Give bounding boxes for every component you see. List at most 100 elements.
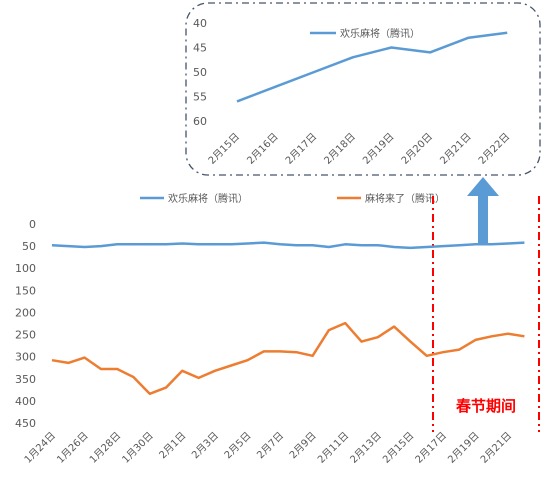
inset-series-point-7 [506,32,509,35]
series-2-point-17 [328,329,331,332]
series-1-point-17 [328,246,331,249]
series-2-point-21 [393,325,396,328]
inset-y-tick-label-3: 55 [193,91,207,104]
series-2-point-8 [181,370,184,373]
inset-x-tick-label-0: 2月15日 [206,131,242,167]
x-tick-label-5: 2月3日 [189,430,221,462]
series-2-point-25 [458,348,461,351]
series-2-point-11 [230,364,233,367]
spring-festival-bracket [432,196,540,432]
series-1-point-15 [295,244,298,247]
series-2-point-24 [442,351,445,354]
series-2-point-19 [360,340,363,343]
series-2-point-28 [507,332,510,335]
main-legend: 欢乐麻将（腾讯） 麻将来了（腾讯） [140,192,445,205]
inset-y-tick-label-2: 50 [193,66,207,79]
x-tick-label-11: 2月15日 [380,430,416,466]
series-1-point-29 [523,241,526,244]
series-2-point-10 [214,370,217,373]
inset-series-point-1 [274,85,277,88]
series-2-point-26 [474,339,477,342]
series-2-point-6 [148,393,151,396]
series-1-point-11 [230,243,233,246]
series-1-point-16 [311,244,314,247]
y-tick-label-0: 0 [29,218,36,231]
x-tick-label-9: 2月11日 [315,430,351,466]
series-1-point-28 [507,242,510,245]
series-2-point-5 [132,376,135,379]
y-tick-label-7: 350 [15,373,36,386]
inset-x-tick-label-4: 2月19日 [360,131,396,167]
series-2-point-7 [165,386,168,389]
series-1-point-13 [262,241,265,244]
inset-x-tick-label-5: 2月20日 [399,131,435,167]
series-2-point-20 [377,336,380,339]
series-1-point-6 [148,243,151,246]
series-1-point-22 [409,247,412,250]
x-tick-label-7: 2月7日 [255,430,287,462]
y-tick-label-8: 400 [15,395,36,408]
series-2-point-27 [491,335,494,338]
series-1-point-26 [474,243,477,246]
series-1-point-27 [491,243,494,246]
x-tick-label-4: 2月1日 [157,430,189,462]
series-2-point-18 [344,322,347,325]
series-line-1 [51,241,525,250]
inset-x-tick-label-3: 2月18日 [322,131,358,167]
x-tick-label-8: 2月9日 [287,430,319,462]
series-2-point-15 [295,351,298,354]
inset-y-tick-label-0: 40 [193,17,207,30]
series-1-point-20 [377,244,380,247]
series-2-point-22 [409,340,412,343]
inset-series-point-6 [467,36,470,39]
inset-x-tick-label-1: 2月16日 [245,131,281,167]
legend-label-2: 麻将来了（腾讯） [365,192,445,205]
x-tick-label-0: 1月24日 [22,430,58,466]
inset-series-point-5 [429,51,432,54]
series-2-point-13 [262,350,265,353]
series-1-point-19 [360,244,363,247]
series-1-point-21 [393,246,396,249]
series-1-point-10 [214,243,217,246]
series-1-point-2 [83,246,86,249]
y-tick-label-9: 450 [15,417,36,430]
inset-x-tick-label-2: 2月17日 [283,131,319,167]
series-2-point-16 [311,354,314,357]
inset-legend: 欢乐麻将（腾讯） [310,27,420,40]
inset-y-tick-label-4: 60 [193,115,207,128]
series-1-point-0 [51,244,54,247]
series-2-point-3 [100,368,103,371]
y-tick-label-4: 200 [15,306,36,319]
y-tick-label-6: 300 [15,351,36,364]
series-1-point-24 [442,245,445,248]
series-1-point-14 [279,243,282,246]
series-1-point-18 [344,243,347,246]
series-2-point-9 [197,377,200,380]
series-1-point-4 [116,243,119,246]
inset-frame [185,2,541,176]
series-1-point-5 [132,243,135,246]
x-tick-label-13: 2月19日 [446,430,482,466]
series-2-point-1 [67,362,70,365]
x-tick-label-6: 2月5日 [222,430,254,462]
series-2-point-12 [246,359,249,362]
series-2-point-4 [116,368,119,371]
series-1-point-7 [165,243,168,246]
series-1-point-25 [458,244,461,247]
x-tick-label-14: 2月21日 [478,430,514,466]
y-tick-label-3: 150 [15,284,36,297]
y-tick-label-5: 250 [15,329,36,342]
series-2-point-23 [425,354,428,357]
series-2-point-0 [51,359,54,362]
x-tick-label-2: 1月28日 [87,430,123,466]
x-tick-label-10: 2月13日 [348,430,384,466]
series-2-point-14 [279,350,282,353]
zoom-arrow [467,177,499,244]
inset-series-point-0 [236,100,239,103]
inset-x-tick-label-6: 2月21日 [438,131,474,167]
inset-x-tick-label-7: 2月22日 [476,131,512,167]
series-1-point-8 [181,242,184,245]
x-tick-label-3: 1月30日 [120,430,156,466]
